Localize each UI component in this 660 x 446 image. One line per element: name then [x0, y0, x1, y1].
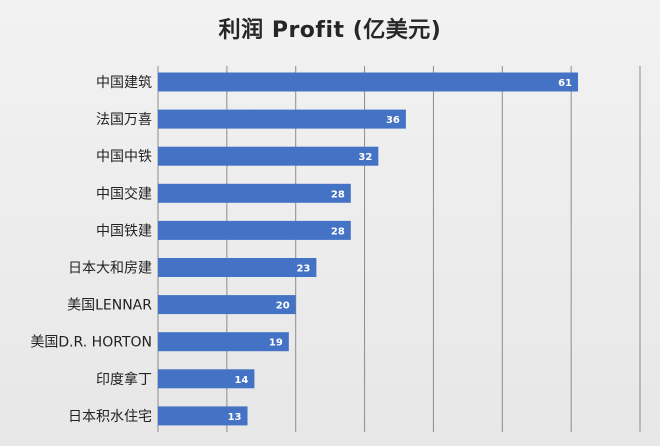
bar	[158, 406, 248, 426]
data-label: 19	[269, 338, 283, 349]
bar	[158, 295, 296, 315]
data-label: 14	[234, 375, 248, 386]
bar	[158, 258, 317, 277]
category-label: 美国D.R. HORTON	[30, 335, 152, 351]
bar	[158, 146, 379, 166]
bar	[158, 109, 406, 129]
category-label: 中国建筑	[96, 75, 152, 91]
data-label: 13	[228, 412, 242, 423]
category-label: 日本积水住宅	[68, 409, 152, 425]
category-label: 日本大和房建	[68, 261, 152, 277]
chart-title: 利润 Profit (亿美元)	[218, 18, 442, 43]
category-label: 中国交建	[96, 185, 152, 202]
bar	[158, 332, 289, 352]
category-label: 法国万喜	[96, 112, 152, 128]
data-label: 28	[331, 189, 345, 200]
bar	[158, 72, 579, 92]
data-label: 32	[358, 152, 372, 163]
bar	[158, 369, 255, 389]
bar	[158, 183, 351, 203]
data-label: 20	[276, 301, 290, 312]
data-label: 36	[386, 115, 400, 126]
category-label: 印度拿丁	[96, 371, 152, 388]
category-label: 美国LENNAR	[67, 298, 152, 314]
category-label: 中国中铁	[96, 149, 152, 165]
category-label: 中国铁建	[96, 223, 152, 239]
data-label: 28	[331, 226, 345, 237]
data-label: 23	[296, 264, 310, 275]
bar	[158, 220, 351, 240]
data-label: 61	[558, 78, 572, 89]
